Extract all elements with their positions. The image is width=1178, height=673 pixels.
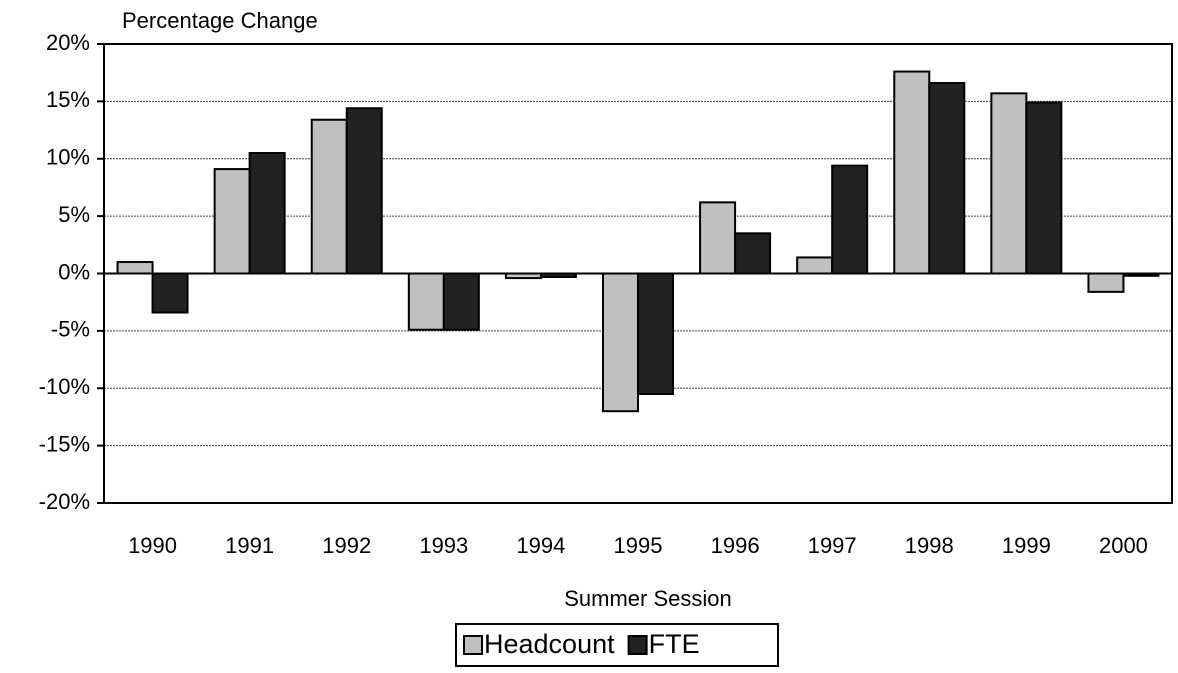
bar xyxy=(637,272,674,395)
y-tick-label: -10% xyxy=(39,374,90,399)
bar xyxy=(602,272,639,413)
legend-swatch xyxy=(463,635,483,655)
bar xyxy=(310,118,348,275)
y-tick-label: 10% xyxy=(46,145,90,170)
bar xyxy=(831,164,869,275)
x-tick-label: 1997 xyxy=(808,533,857,558)
y-tick-label: -5% xyxy=(51,317,90,342)
y-tick-label: 0% xyxy=(58,259,90,284)
bar xyxy=(990,92,1028,275)
bar xyxy=(248,152,286,275)
x-tick-label: 1994 xyxy=(516,533,565,558)
y-tick-label: -15% xyxy=(39,431,90,456)
legend-label: Headcount xyxy=(484,629,615,659)
x-tick-label: 1995 xyxy=(614,533,663,558)
y-tick-label: 15% xyxy=(46,87,90,112)
bar xyxy=(213,168,251,275)
x-tick-label: 1990 xyxy=(128,533,177,558)
x-tick-label: 2000 xyxy=(1099,533,1148,558)
bar xyxy=(407,272,445,331)
legend-box xyxy=(455,623,779,667)
bar xyxy=(151,272,189,314)
y-tick-label: 20% xyxy=(46,30,90,55)
y-tick-label: -20% xyxy=(39,489,90,514)
bar xyxy=(1025,101,1063,275)
y-tick-label: 5% xyxy=(58,202,90,227)
x-tick-label: 1998 xyxy=(905,533,954,558)
bar xyxy=(442,272,480,331)
x-tick-label: 1991 xyxy=(225,533,274,558)
bar xyxy=(1087,272,1125,293)
x-tick-label: 1992 xyxy=(322,533,371,558)
x-tick-label: 1999 xyxy=(1002,533,1051,558)
bar xyxy=(796,256,834,275)
x-axis-title: Summer Session xyxy=(564,586,732,611)
y-axis-title: Percentage Change xyxy=(122,8,318,33)
x-tick-label: 1993 xyxy=(419,533,468,558)
bar xyxy=(928,82,966,275)
bar xyxy=(893,70,931,275)
x-tick-label: 1996 xyxy=(711,533,760,558)
bar xyxy=(345,107,383,275)
legend-swatch xyxy=(627,635,648,655)
bar xyxy=(699,201,737,275)
legend-label: FTE xyxy=(649,629,700,659)
bar xyxy=(734,232,772,275)
bar xyxy=(116,261,154,275)
